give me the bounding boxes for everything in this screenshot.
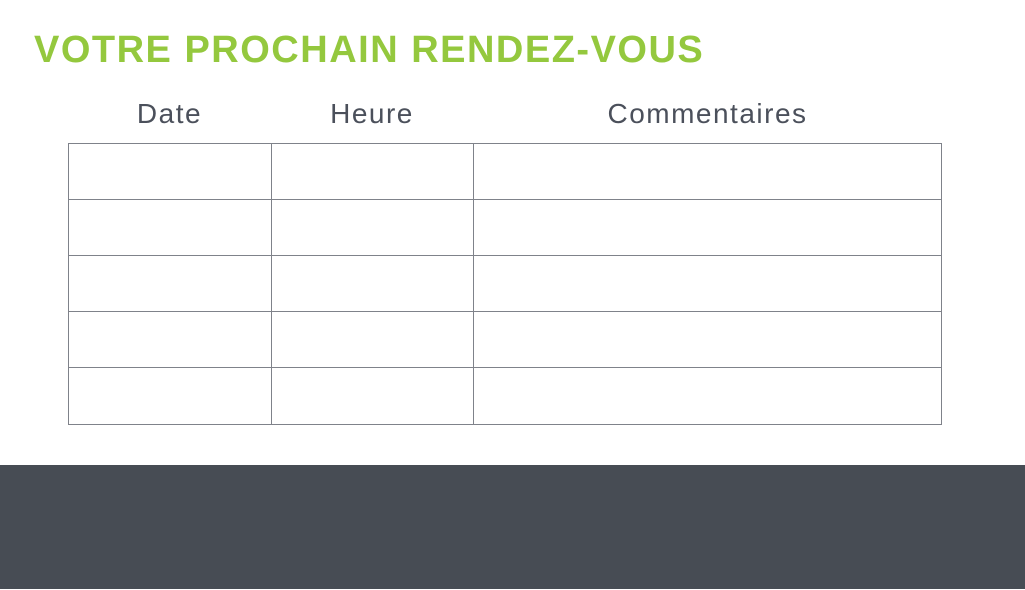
page-title: VOTRE PROCHAIN RENDEZ-VOUS xyxy=(34,29,705,71)
table-cell xyxy=(474,256,941,312)
table-cell xyxy=(69,144,272,200)
table-cell xyxy=(474,144,941,200)
table-cell xyxy=(272,144,474,200)
column-header-commentaires: Commentaires xyxy=(607,98,808,129)
table-cell xyxy=(272,256,474,312)
column-header-date: Date xyxy=(136,98,203,129)
table-header-row: Date Heure Commentaires xyxy=(68,98,942,130)
table-cell xyxy=(474,200,941,256)
column-header-heure: Heure xyxy=(330,98,414,129)
table-cell xyxy=(69,312,272,368)
table-cell xyxy=(474,368,941,424)
table-cell xyxy=(474,312,941,368)
table-cell xyxy=(272,368,474,424)
table-cell xyxy=(69,368,272,424)
table-cell xyxy=(69,200,272,256)
table-cell xyxy=(272,200,474,256)
table-cell xyxy=(272,312,474,368)
table-cell xyxy=(69,256,272,312)
footer-band xyxy=(0,465,1025,589)
appointments-table xyxy=(68,143,942,425)
